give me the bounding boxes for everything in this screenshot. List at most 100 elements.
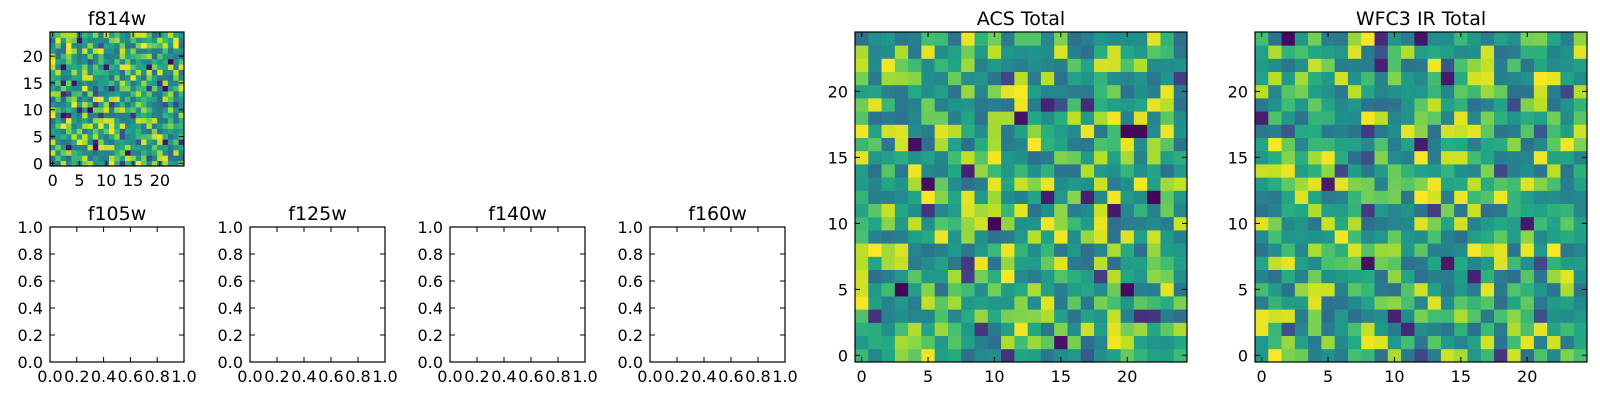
heatmap-cell xyxy=(1147,45,1161,59)
heatmap-cell xyxy=(947,111,962,125)
heatmap-cell xyxy=(1467,230,1482,244)
heatmap-cell xyxy=(178,128,185,135)
heatmap-cell xyxy=(1347,150,1362,165)
heatmap-cell xyxy=(1080,71,1095,86)
heatmap-cell xyxy=(1014,32,1029,46)
heatmap-cell xyxy=(1027,124,1042,138)
heatmap-cell xyxy=(135,117,142,124)
heatmap-cell xyxy=(921,348,936,363)
heatmap-cell xyxy=(71,90,78,97)
heatmap-cell xyxy=(1440,164,1455,178)
heatmap-cell xyxy=(1067,216,1082,231)
heatmap-cell xyxy=(98,58,104,65)
heatmap-cell xyxy=(1147,216,1161,231)
heatmap-cell xyxy=(1107,71,1121,86)
heatmap-cell xyxy=(82,96,88,103)
heatmap-cell xyxy=(1347,335,1362,350)
heatmap-cell xyxy=(1173,150,1188,165)
heatmap-cell xyxy=(103,96,110,103)
heatmap-cell xyxy=(1507,32,1521,46)
heatmap-cell xyxy=(162,133,169,140)
heatmap-cell xyxy=(1374,269,1389,284)
heatmap-cell xyxy=(1573,296,1588,310)
heatmap-cell xyxy=(1347,282,1362,297)
heatmap-cell xyxy=(1480,243,1495,257)
heatmap-cell xyxy=(1480,45,1495,59)
heatmap-cell xyxy=(1067,84,1082,99)
heatmap-cell xyxy=(71,144,78,151)
heatmap-cell xyxy=(934,256,949,270)
heatmap-cell xyxy=(987,84,1002,99)
heatmap-cell xyxy=(1454,348,1468,363)
heatmap-cell xyxy=(162,144,169,151)
heatmap-cell xyxy=(1573,98,1588,112)
heatmap-cell xyxy=(868,71,882,86)
heatmap-cell xyxy=(1414,190,1429,204)
heatmap-cell xyxy=(125,64,131,70)
heatmap-cell xyxy=(1120,309,1135,323)
heatmap-cell xyxy=(1480,296,1495,310)
y-tick-label: 1.0 xyxy=(618,218,643,237)
x-tick-label: 0.0 xyxy=(237,367,262,386)
heatmap-cell xyxy=(60,85,67,92)
heatmap-cell xyxy=(92,37,99,44)
heatmap-cell xyxy=(1294,216,1309,231)
heatmap-cell xyxy=(947,190,962,204)
heatmap-cell xyxy=(92,107,99,113)
heatmap-cell xyxy=(1361,98,1375,112)
heatmap-cell xyxy=(1507,190,1521,204)
heatmap-cell xyxy=(66,69,72,76)
heatmap-cell xyxy=(1533,137,1548,152)
y-tick-label: 0.0 xyxy=(618,353,643,372)
heatmap-cell xyxy=(1268,335,1282,350)
heatmap-cell xyxy=(50,37,56,44)
heatmap-cell xyxy=(1494,177,1508,191)
heatmap-cell xyxy=(55,58,62,65)
heatmap-cell xyxy=(146,112,153,119)
heatmap-cell xyxy=(1507,71,1521,86)
heatmap-cell xyxy=(135,123,142,129)
heatmap-cell xyxy=(130,90,137,97)
y-tick-label: 0.4 xyxy=(18,299,43,318)
heatmap-cell xyxy=(151,149,158,156)
heatmap-cell xyxy=(881,296,896,310)
heatmap-cell xyxy=(114,37,121,44)
heatmap-cell xyxy=(1480,124,1495,138)
heatmap-cell xyxy=(1374,335,1389,350)
heatmap-cell xyxy=(146,37,153,44)
heatmap-cell xyxy=(76,42,83,49)
heatmap-cell xyxy=(855,282,869,297)
heatmap-cell xyxy=(1480,256,1495,270)
heatmap-cell xyxy=(881,256,896,270)
heatmap-cell xyxy=(1494,150,1508,165)
heatmap-cell xyxy=(1494,71,1508,86)
heatmap-cell xyxy=(1255,322,1269,336)
heatmap-cell xyxy=(987,348,1002,363)
heatmap-cell xyxy=(103,69,110,76)
heatmap-cell xyxy=(1027,335,1042,350)
y-tick-label: 0.8 xyxy=(418,245,443,264)
heatmap-cell xyxy=(1281,137,1296,152)
heatmap-cell xyxy=(1533,177,1548,191)
heatmap-cell xyxy=(146,160,153,167)
heatmap-cell xyxy=(87,58,94,65)
heatmap-cell xyxy=(1547,124,1561,138)
heatmap-cell xyxy=(1467,190,1482,204)
heatmap-cell xyxy=(1533,230,1548,244)
heatmap-cell xyxy=(125,133,131,140)
heatmap-cell xyxy=(1160,348,1175,363)
heatmap-cell xyxy=(167,64,174,70)
heatmap-cell xyxy=(1147,296,1161,310)
heatmap-cell xyxy=(1308,282,1322,297)
heatmap-cell xyxy=(961,124,975,138)
heatmap-cell xyxy=(1573,243,1588,257)
heatmap-cell xyxy=(1520,256,1535,270)
heatmap-cell xyxy=(1507,335,1521,350)
heatmap-cell xyxy=(1361,45,1375,59)
heatmap-cell xyxy=(1427,45,1442,59)
heatmap-cell xyxy=(1573,256,1588,270)
heatmap-cell xyxy=(1133,309,1148,323)
heatmap-cell xyxy=(1480,150,1495,165)
heatmap-cell xyxy=(76,139,83,145)
heatmap-cell xyxy=(71,107,78,113)
